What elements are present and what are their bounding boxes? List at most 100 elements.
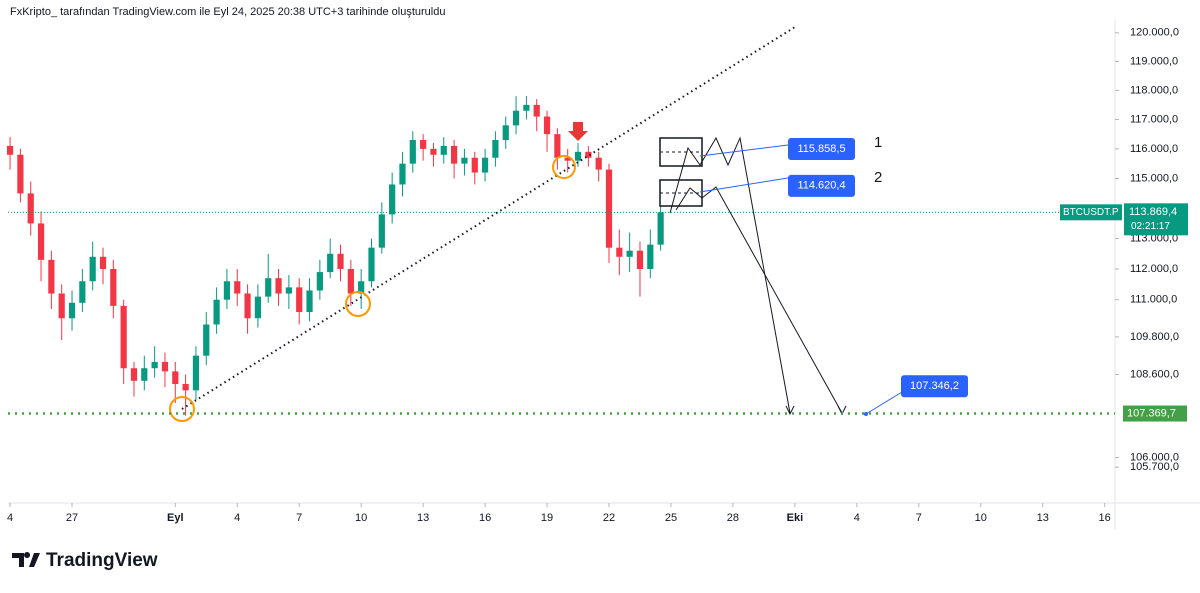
candle-body bbox=[626, 250, 633, 257]
touch-circle bbox=[345, 291, 371, 317]
symbol-badge bbox=[1060, 204, 1122, 221]
candle-body bbox=[512, 110, 520, 126]
header: FxKripto_ tarafından TradingView.com ile… bbox=[10, 6, 445, 18]
candle-body bbox=[141, 368, 148, 381]
x-tick-label: 4 bbox=[234, 512, 240, 524]
y-tick-label: 120.000,0 bbox=[1130, 27, 1179, 39]
level-badge bbox=[1123, 405, 1187, 422]
price-callout bbox=[901, 375, 968, 398]
y-tick-label: 108.600,0 bbox=[1130, 368, 1179, 380]
price-callout bbox=[788, 138, 855, 161]
x-tick-label: 13 bbox=[417, 512, 429, 524]
x-tick-label: 19 bbox=[541, 512, 553, 524]
candle-body bbox=[234, 281, 241, 294]
candle-body bbox=[296, 287, 303, 313]
candle-body bbox=[89, 256, 96, 282]
last-price-badge bbox=[1124, 203, 1188, 236]
callout-dot bbox=[864, 412, 868, 416]
touch-circle bbox=[552, 155, 576, 179]
candle-body bbox=[409, 140, 416, 164]
candle-body bbox=[389, 184, 396, 215]
candle-body bbox=[574, 151, 582, 161]
x-tick-label: Eyl bbox=[167, 512, 184, 524]
trend-line bbox=[181, 26, 796, 410]
note-label: 2 bbox=[874, 169, 882, 186]
note-label: 1 bbox=[874, 134, 882, 151]
x-tick-label: 4 bbox=[7, 512, 13, 524]
candle-body bbox=[99, 256, 107, 269]
down-arrow bbox=[568, 122, 588, 141]
candle-body bbox=[585, 151, 592, 158]
candle-body bbox=[151, 361, 158, 369]
candle-body bbox=[172, 371, 179, 384]
candle-body bbox=[58, 293, 65, 319]
x-tick-label: 27 bbox=[66, 512, 78, 524]
candle-body bbox=[461, 157, 468, 164]
logo-mark bbox=[12, 552, 40, 567]
candle-body bbox=[27, 193, 34, 224]
candle-body bbox=[399, 163, 406, 185]
y-tick-label: 109.800,0 bbox=[1130, 331, 1179, 343]
logo: TradingView bbox=[12, 550, 158, 571]
candle-body bbox=[213, 299, 220, 325]
plot bbox=[6, 96, 664, 416]
candle-body bbox=[192, 355, 200, 391]
candle-body bbox=[533, 104, 540, 117]
candle-body bbox=[347, 268, 354, 294]
x-tick-label: 13 bbox=[1037, 512, 1049, 524]
candle-body bbox=[647, 244, 654, 269]
candle-body bbox=[420, 140, 427, 149]
candle-body bbox=[110, 268, 117, 306]
candle-body bbox=[285, 287, 292, 294]
candle-body bbox=[79, 281, 86, 303]
price-callout-label: 114.620,4 bbox=[797, 180, 845, 192]
arrow-head bbox=[785, 405, 847, 416]
candle-body bbox=[130, 368, 138, 381]
y-tick-label: 113.000,0 bbox=[1130, 232, 1178, 244]
candle-body bbox=[492, 140, 499, 158]
candle-body bbox=[440, 145, 447, 155]
candle-body bbox=[48, 259, 55, 294]
candle-body bbox=[254, 296, 261, 319]
candle-body bbox=[37, 223, 45, 260]
callout-line bbox=[699, 177, 789, 193]
path-projection bbox=[669, 136, 791, 414]
footer: TradingView bbox=[46, 550, 158, 571]
x-tick-label: 28 bbox=[727, 512, 739, 524]
touch-circle bbox=[169, 396, 195, 422]
candle-body bbox=[306, 290, 313, 313]
candle-body bbox=[636, 250, 644, 269]
callout-line bbox=[865, 391, 903, 415]
y-tick-label: 117.000,0 bbox=[1130, 113, 1178, 125]
candle-body bbox=[616, 247, 623, 257]
candle-body bbox=[6, 145, 14, 155]
y-tick-label: 105.700,0 bbox=[1130, 461, 1179, 473]
price-callout bbox=[788, 174, 855, 197]
candle-body bbox=[265, 278, 272, 297]
y-tick-label: 106.000,0 bbox=[1130, 451, 1179, 463]
y-tick-label: 115.000,0 bbox=[1130, 172, 1178, 184]
candle-body bbox=[223, 281, 231, 300]
x-tick-label: 22 bbox=[603, 512, 615, 524]
price-callout-label: 107.346,2 bbox=[910, 380, 959, 392]
drawings bbox=[169, 26, 903, 422]
candle-body bbox=[564, 157, 571, 161]
x-tick-label: 7 bbox=[296, 512, 302, 524]
candle-body bbox=[275, 278, 282, 294]
candle-body bbox=[657, 212, 664, 245]
x-tick-label: 25 bbox=[665, 512, 677, 524]
candle-body bbox=[120, 305, 127, 369]
symbol-label: BTCUSDT.P bbox=[1063, 207, 1119, 218]
candle-body bbox=[337, 253, 344, 269]
candle-body bbox=[554, 134, 561, 158]
x-tick-label: 10 bbox=[975, 512, 987, 524]
candle-body bbox=[378, 214, 385, 248]
countdown: 02:21:17 bbox=[1131, 221, 1170, 232]
candle-body bbox=[430, 148, 437, 155]
candle-body bbox=[182, 383, 189, 391]
price-callout-label: 115.858,5 bbox=[797, 143, 845, 155]
candle-body bbox=[481, 157, 489, 173]
y-tick-label: 119.000,0 bbox=[1130, 55, 1178, 67]
x-tick-label: Eki bbox=[787, 512, 804, 524]
